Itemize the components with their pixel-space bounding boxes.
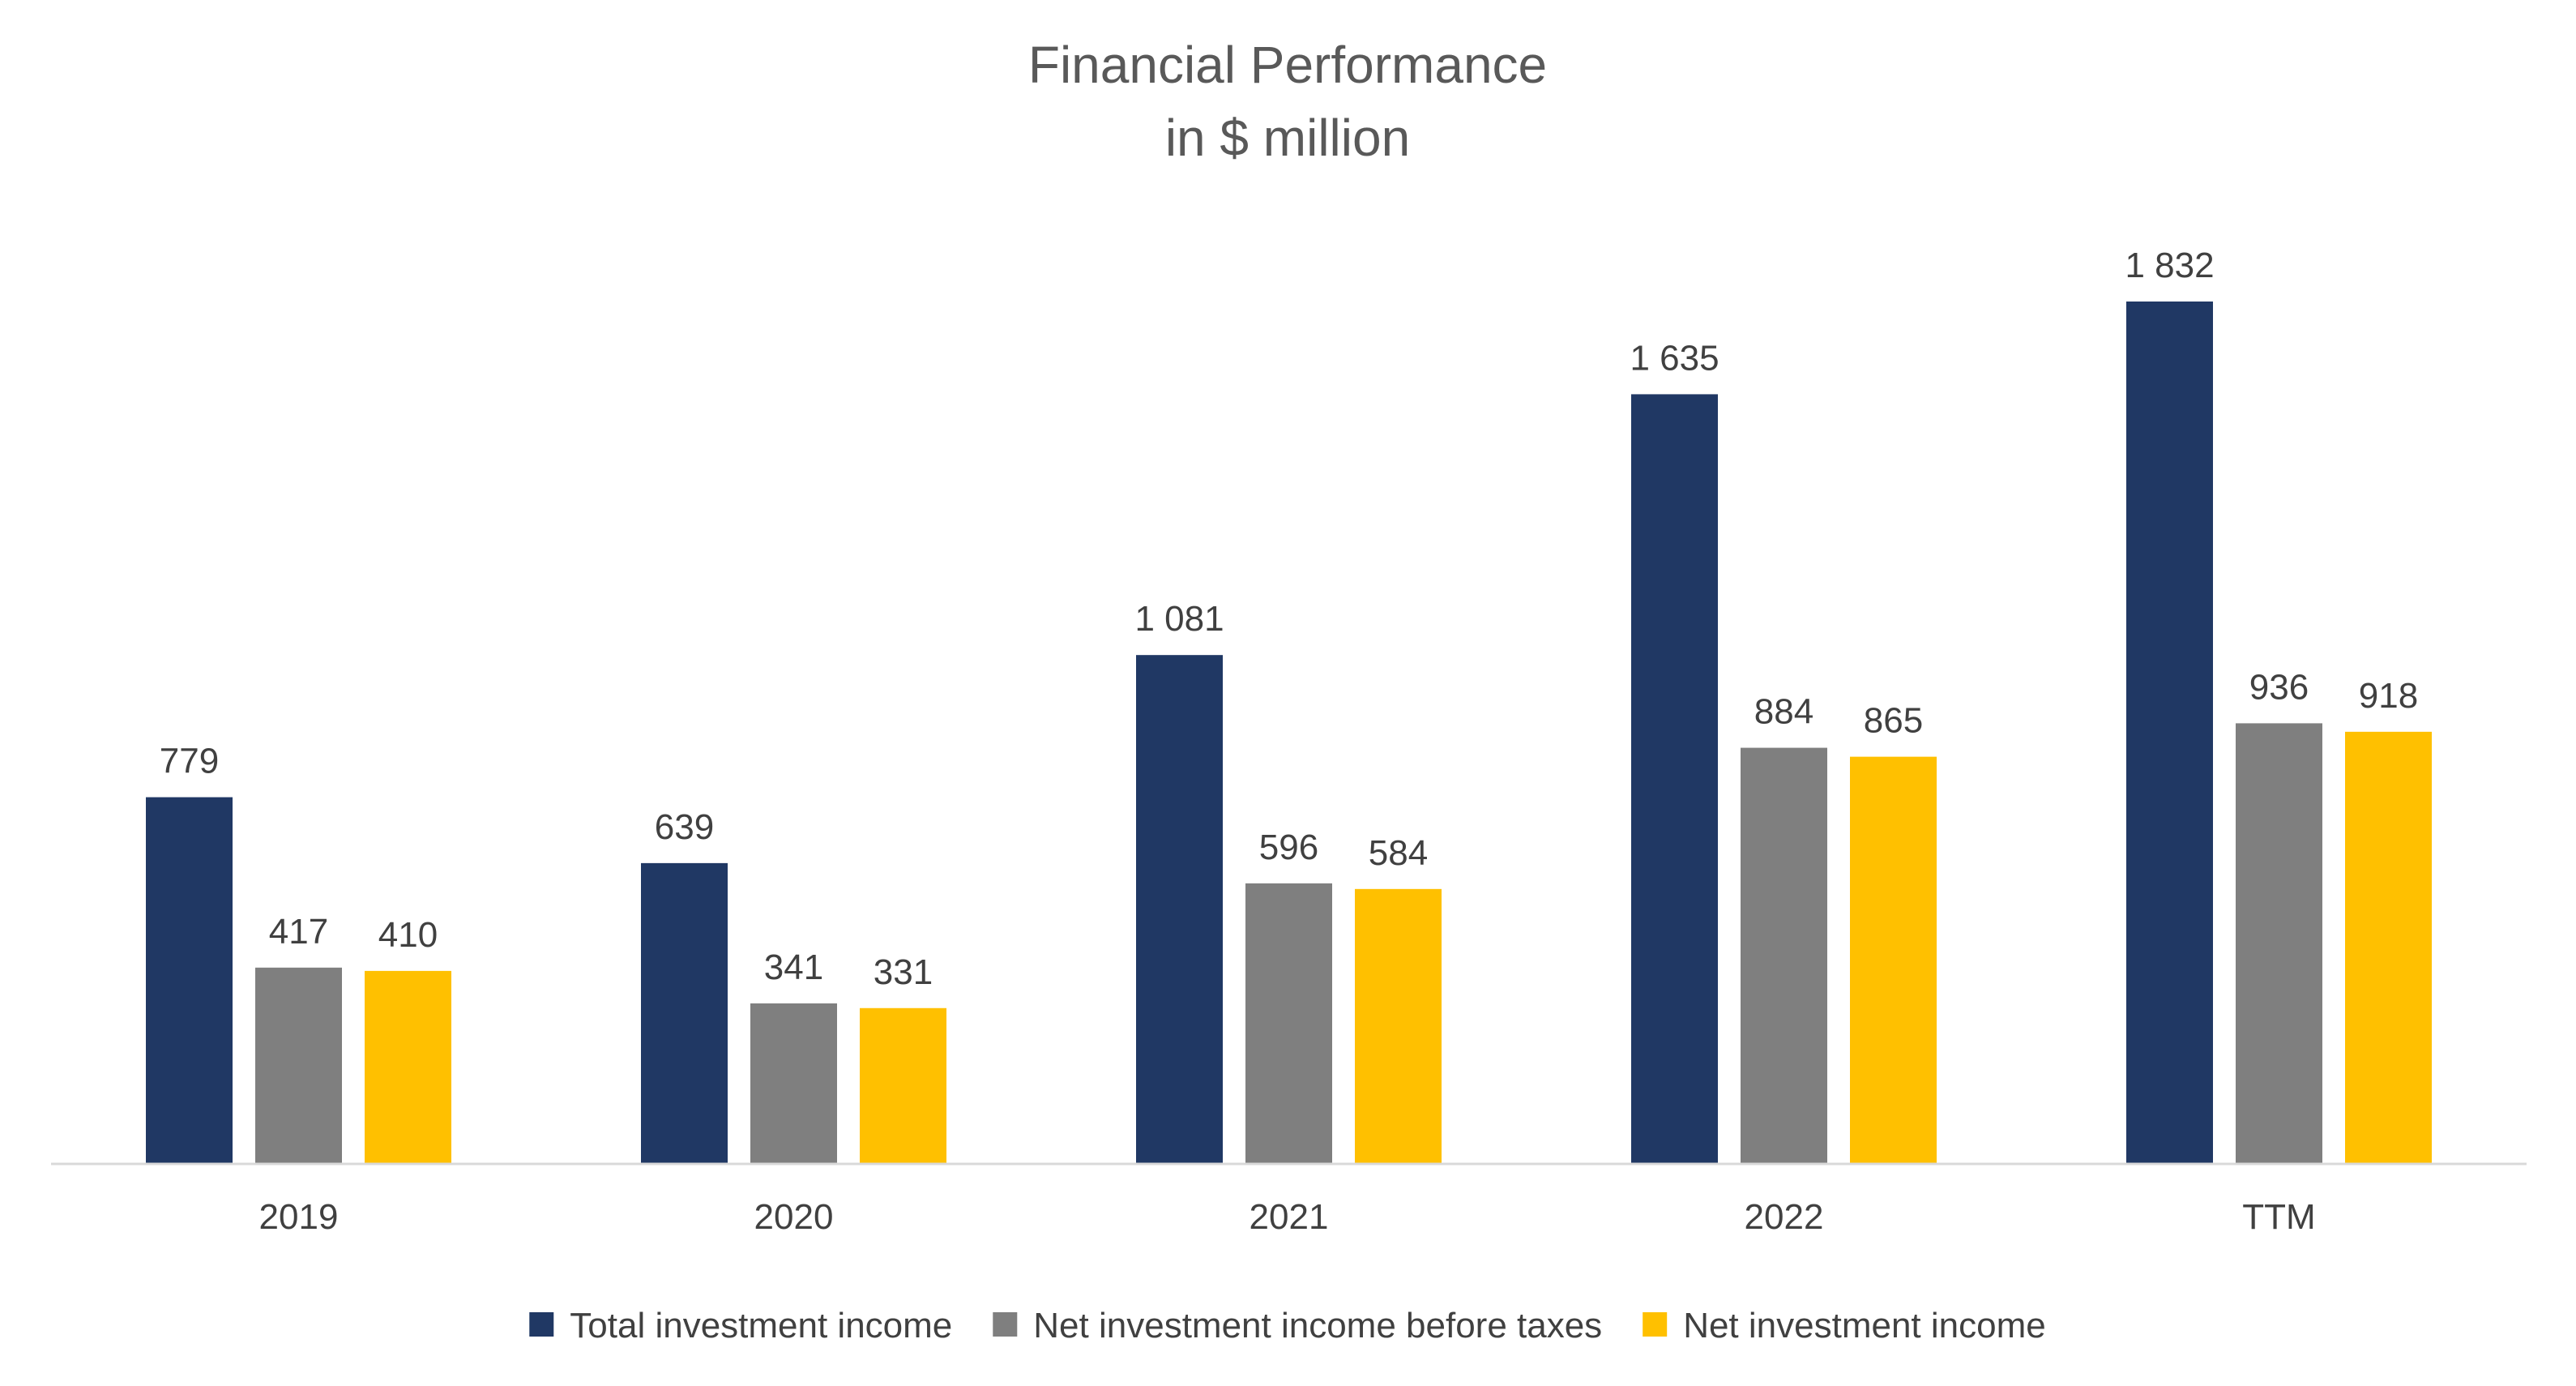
bar-2019-series-3 — [365, 970, 451, 1164]
data-label-2020-series-2: 341 — [764, 948, 823, 987]
bar-2020-series-2 — [750, 1003, 837, 1164]
x-tick-label: 2022 — [1745, 1197, 1824, 1237]
legend-item-3: Net investment income — [1643, 1306, 2046, 1345]
data-label-2020-series-1: 639 — [655, 807, 714, 847]
data-label-2021-series-2: 596 — [1259, 828, 1318, 867]
bar-ttm-series-1 — [2126, 302, 2213, 1164]
legend-label: Net investment income — [1683, 1306, 2046, 1345]
bar-2021-series-2 — [1245, 883, 1332, 1164]
data-label-2022-series-2: 884 — [1754, 692, 1813, 732]
bar-2019-series-2 — [255, 967, 342, 1164]
x-tick-label: 2020 — [754, 1197, 834, 1237]
data-label-2021-series-1: 1 081 — [1134, 599, 1224, 639]
x-tick-label: TTM — [2242, 1197, 2315, 1237]
bar-ttm-series-2 — [2236, 723, 2322, 1164]
legend-item-1: Total investment income — [529, 1306, 952, 1345]
data-label-2019-series-3: 410 — [378, 915, 438, 955]
data-label-2019-series-1: 779 — [160, 742, 219, 781]
x-tick-label: 2021 — [1250, 1197, 1329, 1237]
chart-subtitle: in $ million — [1165, 109, 1410, 167]
bar-2022-series-1 — [1631, 394, 1718, 1164]
data-label-2022-series-3: 865 — [1864, 701, 1923, 741]
data-label-2019-series-2: 417 — [269, 912, 328, 952]
bar-2022-series-2 — [1741, 747, 1827, 1164]
legend: Total investment income Net investment in… — [529, 1306, 2046, 1345]
data-label-2020-series-3: 331 — [874, 952, 933, 992]
bar-2022-series-3 — [1850, 756, 1937, 1164]
bar-2021-series-1 — [1136, 655, 1223, 1164]
legend-swatch — [529, 1312, 554, 1337]
legend-label: Net investment income before taxes — [1033, 1306, 1602, 1345]
x-axis-ticks: 2019 2020 2021 2022 TTM — [259, 1197, 2316, 1237]
data-label-ttm-series-1: 1 832 — [2125, 246, 2214, 285]
bar-2021-series-3 — [1355, 888, 1442, 1164]
x-tick-label: 2019 — [259, 1197, 339, 1237]
legend-item-2: Net investment income before taxes — [993, 1306, 1602, 1345]
data-label-ttm-series-3: 918 — [2359, 676, 2418, 716]
legend-label: Total investment income — [570, 1306, 952, 1345]
bar-2020-series-3 — [860, 1007, 946, 1164]
bar-2020-series-1 — [641, 862, 728, 1164]
data-label-ttm-series-2: 936 — [2249, 667, 2309, 707]
bar-ttm-series-3 — [2345, 731, 2432, 1164]
chart-title: Financial Performance — [1028, 36, 1547, 94]
legend-swatch — [993, 1312, 1018, 1337]
bar-2019-series-1 — [146, 797, 233, 1164]
data-label-2022-series-1: 1 635 — [1630, 338, 1719, 378]
data-label-2021-series-3: 584 — [1369, 833, 1428, 873]
bars-layer: 779 417 410 639 341 331 1 081 596 584 1 635 884 865… — [146, 246, 2432, 1164]
legend-swatch — [1643, 1312, 1668, 1337]
